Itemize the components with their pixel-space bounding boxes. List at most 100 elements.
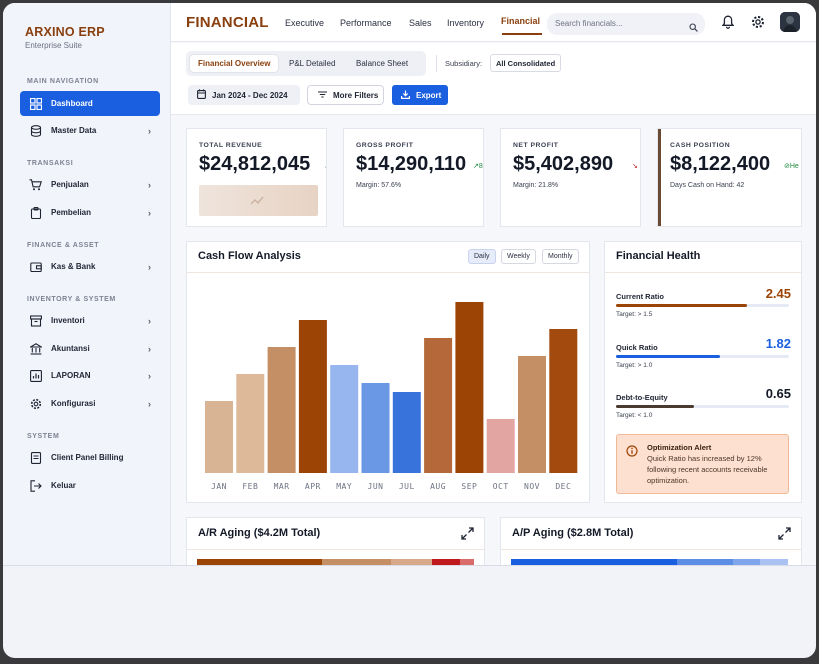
sidebar-item-kas-bank[interactable]: Kas & Bank › — [20, 254, 160, 279]
x-tick-label: DEC — [555, 482, 571, 491]
chevron-right-icon: › — [148, 398, 151, 409]
x-tick-label: OCT — [493, 482, 509, 491]
divider — [501, 549, 801, 550]
kpi-margin: Margin: 21.8% — [513, 182, 559, 189]
active-nav-underline — [502, 33, 542, 35]
nav-financial[interactable]: Financial — [501, 16, 541, 26]
sidebar-item-akuntansi[interactable]: Akuntansi › — [20, 336, 160, 361]
financial-health-panel: Financial Health Current Ratio 2.45 Targ… — [604, 241, 802, 503]
bar-dec[interactable] — [549, 329, 578, 473]
top-bar: FINANCIAL Executive Performance Sales In… — [171, 3, 816, 42]
x-tick-label: MAY — [336, 482, 352, 491]
trend-up-icon: ↗ — [324, 162, 326, 170]
section-finance-asset: FINANCE & ASSET — [27, 242, 100, 249]
more-filters-button[interactable]: More Filters — [307, 85, 384, 105]
panel-title: Financial Health — [616, 250, 701, 262]
nav-executive[interactable]: Executive — [285, 18, 325, 28]
x-tick-label: FEB — [242, 482, 258, 491]
x-tick-label: NOV — [524, 482, 540, 491]
nav-sales[interactable]: Sales — [409, 18, 432, 28]
x-tick-label: SEP — [461, 482, 477, 491]
section-main-navigation: MAIN NAVIGATION — [27, 78, 99, 85]
sidebar-item-pembelian[interactable]: Pembelian › — [20, 200, 160, 225]
avatar[interactable] — [780, 12, 800, 32]
period-monthly[interactable]: Monthly — [542, 249, 579, 264]
sidebar-item-inventori[interactable]: Inventori › — [20, 308, 160, 333]
kpi-days-cash: Days Cash on Hand: 42 — [670, 182, 745, 189]
calendar-icon — [197, 89, 206, 101]
aging-segment[interactable] — [390, 559, 433, 565]
sidebar-item-master-data[interactable]: Master Data › — [20, 118, 160, 143]
sidebar-item-client-panel-billing[interactable]: Client Panel Billing — [20, 445, 160, 470]
sidebar-item-label: Kas & Bank — [51, 262, 96, 271]
subsidiary-select[interactable]: All Consolidated — [490, 54, 562, 72]
chevron-right-icon: › — [148, 370, 151, 381]
sidebar-item-label: Konfigurasi — [51, 399, 96, 408]
sidebar-item-label: Penjualan — [51, 180, 89, 189]
x-tick-label: MAR — [274, 482, 290, 491]
trend-down-icon: ↘ — [632, 163, 638, 170]
search-input[interactable]: Search financials... — [547, 13, 705, 35]
settings-gear-icon[interactable] — [751, 15, 765, 34]
ar-aging-panel: A/R Aging ($4.2M Total) — [186, 517, 485, 565]
sub-header: Financial Overview P&L Detailed Balance … — [171, 43, 816, 115]
aging-segment[interactable] — [197, 559, 322, 565]
ap-aging-panel: A/P Aging ($2.8M Total) — [500, 517, 802, 565]
bar-apr[interactable] — [298, 320, 327, 473]
aging-segment[interactable] — [511, 559, 678, 565]
bell-icon[interactable] — [721, 15, 735, 34]
aging-segment[interactable] — [321, 559, 391, 565]
kpi-total-revenue: TOTAL REVENUE $24,812,045 ↗ — [186, 128, 327, 227]
aging-segment[interactable] — [677, 559, 733, 565]
aging-segment[interactable] — [432, 559, 461, 565]
aging-segment[interactable] — [460, 559, 474, 565]
trend-check-icon: ⊘He — [784, 163, 799, 170]
bar-mar[interactable] — [267, 347, 296, 473]
expand-icon[interactable] — [461, 527, 474, 545]
bar-oct[interactable] — [486, 419, 515, 473]
revenue-sparkline — [199, 185, 318, 216]
export-label: Export — [416, 90, 442, 100]
clipboard-icon — [29, 206, 42, 219]
nav-performance[interactable]: Performance — [340, 18, 392, 28]
brand-name: ARXINO ERP — [25, 25, 105, 39]
sidebar-item-keluar[interactable]: Keluar — [20, 473, 160, 498]
sidebar-item-label: Akuntansi — [51, 344, 90, 353]
app-viewport: ARXINO ERP Enterprise Suite MAIN NAVIGAT… — [3, 3, 816, 566]
period-daily[interactable]: Daily — [468, 249, 496, 264]
bar-jan[interactable] — [205, 401, 233, 473]
date-range-button[interactable]: Jan 2024 - Dec 2024 — [188, 85, 300, 105]
tab-pl-detailed[interactable]: P&L Detailed — [289, 59, 336, 68]
bar-may[interactable] — [330, 365, 359, 473]
dashboard-icon — [29, 97, 42, 110]
filter-icon — [318, 90, 327, 100]
period-weekly[interactable]: Weekly — [501, 249, 536, 264]
sidebar-item-laporan[interactable]: LAPORAN › — [20, 363, 160, 388]
aging-segment[interactable] — [760, 559, 789, 565]
wallet-icon — [29, 260, 42, 273]
gear-icon — [29, 397, 42, 410]
section-system: SYSTEM — [27, 433, 60, 440]
metric-target: Target: > 1.0 — [616, 362, 653, 369]
export-button[interactable]: Export — [392, 85, 448, 105]
bar-jul[interactable] — [392, 392, 421, 473]
sidebar-item-dashboard[interactable]: Dashboard — [20, 91, 160, 116]
bar-sep[interactable] — [455, 302, 484, 473]
tab-financial-overview[interactable]: Financial Overview — [190, 55, 279, 72]
bar-aug[interactable] — [424, 338, 453, 473]
kpi-label: TOTAL REVENUE — [199, 142, 263, 149]
bar-jun[interactable] — [361, 383, 390, 473]
bar-feb[interactable] — [236, 374, 265, 473]
tab-balance-sheet[interactable]: Balance Sheet — [356, 59, 409, 68]
nav-inventory[interactable]: Inventory — [447, 18, 485, 28]
bar-nov[interactable] — [518, 356, 546, 473]
aging-segment[interactable] — [732, 559, 761, 565]
panel-title: A/P Aging ($2.8M Total) — [512, 527, 634, 539]
sidebar-item-konfigurasi[interactable]: Konfigurasi › — [20, 391, 160, 416]
kpi-gross-profit: GROSS PROFIT $14,290,110 ↗8 Margin: 57.6… — [343, 128, 484, 227]
expand-icon[interactable] — [778, 527, 791, 545]
metric-track — [616, 405, 789, 408]
sidebar-item-penjualan[interactable]: Penjualan › — [20, 172, 160, 197]
metric-fill — [616, 304, 748, 307]
invoice-icon — [29, 451, 42, 464]
